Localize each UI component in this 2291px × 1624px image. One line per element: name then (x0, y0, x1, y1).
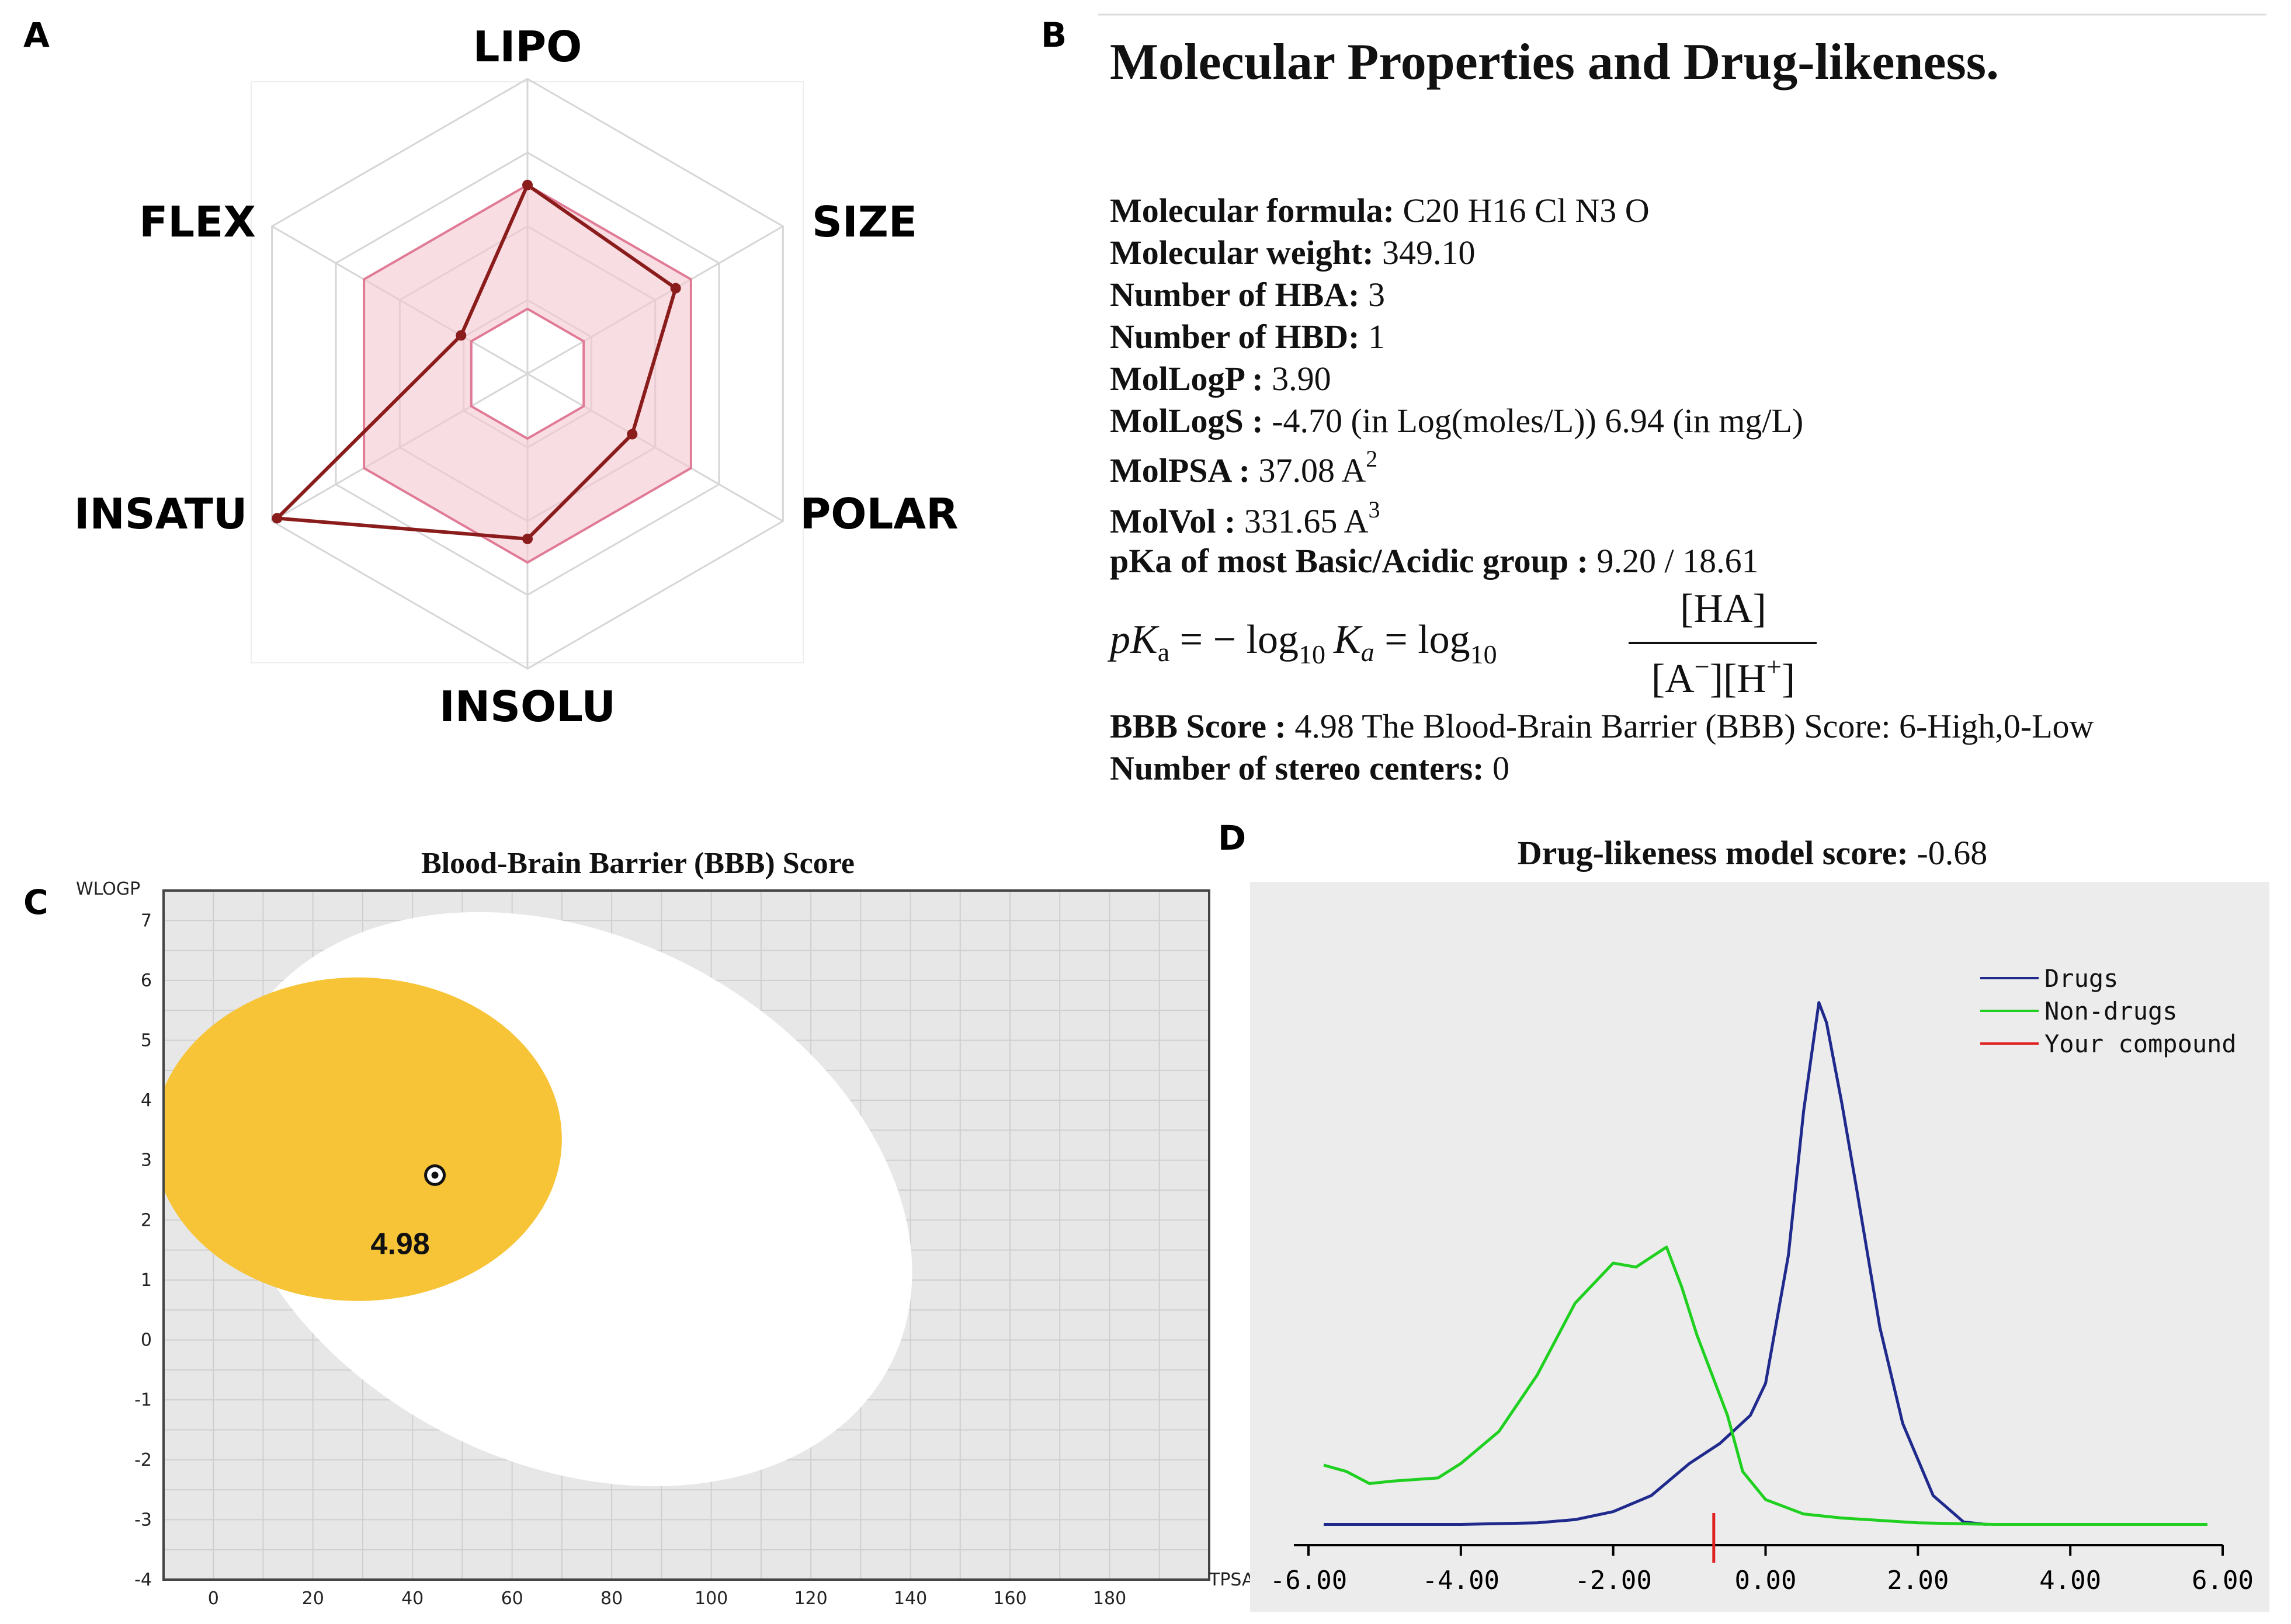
legend-label-non-drugs: Non-drugs (2044, 997, 2178, 1025)
bbb-ytick: 2 (141, 1210, 152, 1230)
dl-series-drugs (1324, 1001, 1987, 1526)
bbb-ytick: 3 (141, 1150, 152, 1171)
prop-weight: Molecular weight: 349.10 (1110, 234, 1476, 272)
radar-point-flex (456, 330, 467, 341)
dl-xtick-label: -2.00 (1574, 1566, 1651, 1595)
radar-point-polar (627, 429, 638, 440)
bbb-ytick: 0 (141, 1330, 152, 1351)
bbb-ytick: 1 (141, 1270, 152, 1291)
dl-xtick-label: 4.00 (2039, 1566, 2101, 1595)
radar-point-insatu (272, 513, 283, 524)
radar-label-lipo: LIPO (473, 22, 582, 71)
radar-label-size: SIZE (812, 197, 917, 246)
dl-xtick-label: 0.00 (1735, 1566, 1797, 1595)
bbb-ytick: -3 (134, 1510, 152, 1530)
radar-label-polar: POLAR (800, 489, 958, 538)
bbb-ticks: 0 20 40 60 80 100 120 140 160 180 -4 -3 -2 -1 0 1 2 3 4 5 6 7 (134, 910, 1126, 1609)
panel-letter-b: B (1041, 15, 1067, 55)
bbb-ytick: 7 (141, 910, 152, 931)
properties-title: Molecular Properties and Drug-likeness. (1110, 34, 1999, 91)
bbb-ytick: 4 (141, 1090, 152, 1111)
dl-xtick-label: -4.00 (1422, 1566, 1499, 1595)
radar-point-insolu (522, 533, 533, 544)
bbb-yolk-region (164, 977, 562, 1301)
bbb-xtick: 160 (993, 1588, 1026, 1609)
dl-xtick-label: 2.00 (1887, 1566, 1949, 1595)
prop-hba: Number of HBA: 3 (1110, 276, 1385, 314)
legend-label-drugs: Drugs (2044, 964, 2118, 993)
bbb-ytick: 5 (141, 1031, 152, 1051)
prop-hbd: Number of HBD: 1 (1110, 318, 1385, 356)
bbb-xtick: 20 (302, 1588, 324, 1609)
dl-xtick-label: 6.00 (2192, 1566, 2254, 1595)
dl-xtick-label: -6.00 (1270, 1566, 1347, 1595)
druglikeness-plot-area (1250, 882, 2269, 1612)
pka-formula-denominator: [A−][H+] (1651, 652, 1795, 701)
bbb-xtick: 100 (695, 1588, 728, 1609)
prop-formula: Molecular formula: C20 H16 Cl N3 O (1110, 192, 1650, 229)
panel-letter-c: C (23, 882, 48, 922)
bbb-xtick: 120 (794, 1588, 827, 1609)
pka-formula-numerator: [HA] (1680, 586, 1766, 631)
prop-molpsa: MolPSA : 37.08 A2 (1110, 446, 1377, 489)
bbb-ylabel: WLOGP (76, 879, 140, 899)
bbb-plot-border (162, 889, 1210, 1581)
pka-formula: pKa = − log10 Ka = log10 [HA] [A−][H+] (1107, 586, 1817, 701)
bbb-ytick: 6 (141, 971, 152, 991)
panel-letter-d: D (1218, 818, 1246, 858)
legend-label-your-compound: Your compound (2044, 1030, 2237, 1058)
radar-label-insatu: INSATU (74, 489, 248, 538)
bbb-chart: 0 20 40 60 80 100 120 140 160 180 -4 -3 -2 -1 0 1 2 3 4 5 6 7… (76, 879, 1254, 1609)
bbb-chart-title: Blood-Brain Barrier (BBB) Score (421, 847, 855, 880)
prop-stereo-centers: Number of stereo centers: 0 (1110, 749, 1509, 787)
druglikeness-ticks: -6.00 -4.00 -2.00 0.00 2.00 4.00 6.00 (1270, 1545, 2254, 1595)
radar-chart: LIPO SIZE POLAR INSOLU INSATU FLEX (74, 22, 959, 731)
bbb-score-annotation: 4.98 (371, 1227, 430, 1261)
radar-point-lipo (522, 179, 533, 190)
radar-series (272, 179, 681, 544)
panel-letter-a: A (23, 15, 50, 55)
bbb-ytick: -1 (134, 1390, 152, 1410)
properties-list: Molecular formula: C20 H16 Cl N3 O Molec… (1107, 192, 2094, 787)
druglikeness-legend: Drugs Non-drugs Your compound (1980, 964, 2237, 1058)
dl-series-non-drugs (1323, 1246, 2207, 1526)
bbb-xtick: 180 (1093, 1588, 1126, 1609)
bbb-xtick: 40 (401, 1588, 424, 1609)
radar-optimal-band (363, 183, 692, 564)
bbb-xtick: 60 (501, 1588, 523, 1609)
prop-mollogp: MolLogP : 3.90 (1110, 360, 1331, 398)
radar-point-size (670, 283, 681, 294)
druglikeness-title: Drug-likeness model score: -0.68 (1518, 834, 1987, 872)
druglikeness-series (1323, 1001, 2207, 1526)
prop-molvol: MolVol : 331.65 A3 (1110, 496, 1380, 540)
prop-bbb-score: BBB Score : 4.98 The Blood-Brain Barrier… (1110, 707, 2094, 745)
bbb-ytick: -4 (134, 1570, 152, 1590)
pka-formula-left: pKa = − log10 Ka = log10 (1107, 617, 1497, 669)
prop-mollogs: MolLogS : -4.70 (in Log(moles/L)) 6.94 (… (1110, 402, 1803, 440)
bbb-compound-point (424, 1164, 446, 1186)
bbb-xlabel: TPSA (1209, 1570, 1254, 1590)
bbb-point-core (431, 1171, 439, 1179)
radar-label-flex: FLEX (139, 197, 256, 246)
radar-optimal-zone (363, 183, 692, 564)
bbb-ytick: -2 (134, 1450, 152, 1470)
druglikeness-chart: -6.00 -4.00 -2.00 0.00 2.00 4.00 6.00 Drugs No… (1250, 882, 2269, 1612)
prop-pka: pKa of most Basic/Acidic group : 9.20 / … (1110, 542, 1759, 580)
bbb-xtick: 0 (208, 1588, 219, 1609)
bbb-xtick: 80 (600, 1588, 623, 1609)
bbb-xtick: 140 (894, 1588, 927, 1609)
radar-label-insolu: INSOLU (439, 682, 616, 731)
